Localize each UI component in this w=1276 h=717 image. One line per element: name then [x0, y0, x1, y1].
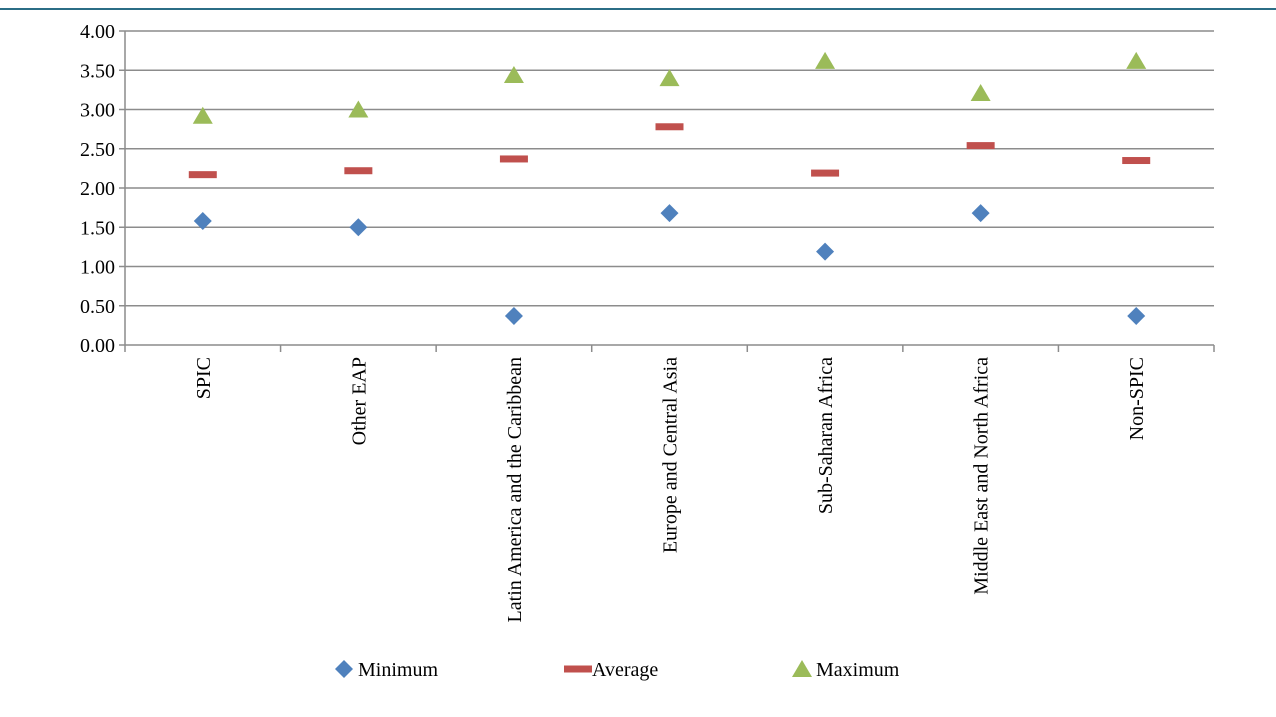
category-label: Non-SPIC: [1126, 357, 1148, 440]
point-minimum: [349, 218, 368, 237]
y-tick-label: 4.00: [80, 21, 115, 43]
point-average: [1122, 157, 1151, 165]
category-label: Middle East and North Africa: [971, 357, 993, 595]
point-average: [344, 167, 373, 175]
category-label-line: SPIC: [193, 357, 215, 399]
legend-marker-maximum: [792, 660, 812, 677]
point-maximum: [348, 100, 369, 118]
axes: 0.00 0.50 1.00 1.50 2.00 2.50 3.00 3.50 4.00 SPIC…: [80, 21, 1215, 622]
y-tick-label: 1.00: [80, 257, 115, 279]
category-label-line: Sub-Saharan Africa: [815, 357, 837, 514]
category-label-line: Middle East and North Africa: [971, 357, 993, 595]
point-maximum: [1126, 51, 1147, 69]
y-tick-label: 0.00: [80, 335, 115, 357]
point-maximum: [815, 51, 836, 69]
top-rule: [0, 8, 1276, 10]
y-tick-label: 0.50: [80, 296, 115, 318]
legend-label: Maximum: [816, 659, 900, 681]
point-minimum: [816, 242, 835, 261]
y-tick-label: 1.50: [80, 217, 115, 239]
category-label-line: Europe and Central Asia: [660, 357, 682, 553]
gridlines: [125, 30, 1214, 307]
category-label-line: Other EAP: [348, 357, 370, 445]
legend-marker-minimum: [335, 660, 353, 678]
y-tick-label: 2.50: [80, 139, 115, 161]
category-label: Other EAP: [348, 357, 370, 445]
point-maximum: [192, 106, 213, 124]
point-minimum: [660, 204, 679, 223]
point-minimum: [193, 211, 212, 230]
point-minimum: [971, 204, 990, 223]
data-marks: [188, 51, 1151, 325]
point-average: [655, 123, 684, 131]
legend-label: Average: [592, 659, 658, 681]
point-average: [966, 142, 995, 150]
category-label-line: Latin America and the Caribbean: [504, 357, 526, 622]
category-label-line: Non-SPIC: [1126, 357, 1148, 440]
point-minimum: [504, 306, 523, 325]
point-maximum: [503, 65, 524, 83]
point-average: [811, 169, 840, 177]
legend-label: Minimum: [358, 659, 438, 681]
point-average: [188, 171, 217, 179]
point-average: [499, 155, 528, 163]
category-label: Europe and Central Asia: [660, 357, 682, 553]
category-label: SPIC: [193, 357, 215, 399]
category-label: Latin America and the Caribbean: [504, 357, 526, 622]
point-maximum: [659, 69, 680, 87]
category-label: Sub-Saharan Africa: [815, 357, 837, 514]
y-tick-label: 3.00: [80, 100, 115, 122]
legend: Minimum Average Maximum: [335, 659, 900, 681]
y-tick-label: 2.00: [80, 178, 115, 200]
y-tick-label: 3.50: [80, 60, 115, 82]
point-maximum: [970, 84, 991, 102]
point-minimum: [1127, 306, 1146, 325]
legend-marker-average: [564, 665, 592, 673]
